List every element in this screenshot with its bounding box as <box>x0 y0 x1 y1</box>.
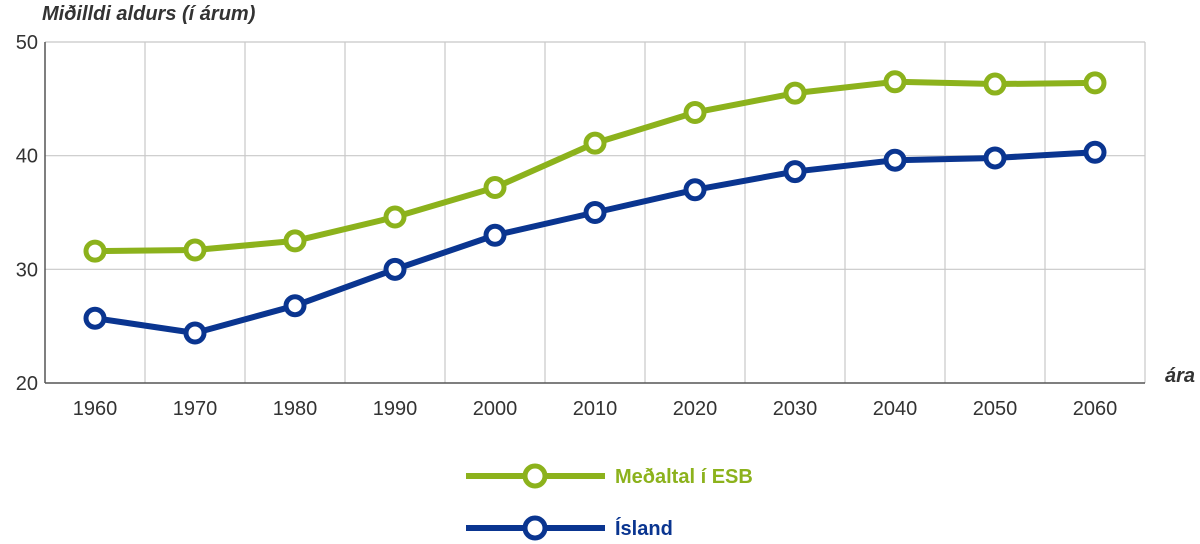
data-point <box>83 239 107 263</box>
x-tick-label: 2010 <box>573 398 618 420</box>
legend-marker <box>522 515 548 541</box>
data-point <box>883 148 907 172</box>
data-point <box>983 146 1007 170</box>
x-tick-label: 2020 <box>673 398 718 420</box>
data-point <box>1083 140 1107 164</box>
y-tick-labels: 20 30 40 50 <box>16 32 38 395</box>
x-tick-label: 2060 <box>1073 398 1118 420</box>
y-tick-label: 40 <box>16 146 38 168</box>
data-point <box>683 100 707 124</box>
legend-label: Meðaltal í ESB <box>615 466 753 488</box>
data-point <box>483 175 507 199</box>
data-point <box>383 205 407 229</box>
data-point <box>83 306 107 330</box>
x-tick-label: 2040 <box>873 398 918 420</box>
data-point <box>283 294 307 318</box>
data-point <box>883 70 907 94</box>
data-point <box>683 178 707 202</box>
x-tick-label: 1960 <box>73 398 118 420</box>
y-tick-label: 20 <box>16 373 38 395</box>
x-tick-label: 2000 <box>473 398 518 420</box>
data-point <box>783 160 807 184</box>
x-tick-label: 1990 <box>373 398 418 420</box>
x-tick-labels: 1960 1970 1980 1990 2000 2010 2020 2030 2040 2050… <box>73 398 1118 420</box>
x-tick-label: 1980 <box>273 398 318 420</box>
legend-item: Meðaltal í ESB <box>466 463 753 489</box>
y-tick-label: 50 <box>16 32 38 54</box>
legend-label: Ísland <box>615 517 673 540</box>
data-point <box>583 131 607 155</box>
data-point <box>183 321 207 345</box>
data-point <box>283 229 307 253</box>
y-axis-title: Miðilldi aldurs (í árum) <box>42 3 256 25</box>
y-tick-label: 30 <box>16 259 38 281</box>
x-axis-title: ára <box>1165 365 1195 387</box>
data-point <box>783 81 807 105</box>
data-point <box>483 223 507 247</box>
x-tick-label: 2050 <box>973 398 1018 420</box>
legend-marker <box>522 463 548 489</box>
axes <box>44 42 1145 384</box>
x-tick-label: 2030 <box>773 398 818 420</box>
grid-lines <box>45 41 1146 383</box>
x-tick-label: 1970 <box>173 398 218 420</box>
data-point <box>583 201 607 224</box>
series-iceland <box>83 140 1107 345</box>
data-point <box>1083 71 1107 95</box>
data-point <box>183 238 207 262</box>
data-point <box>983 72 1007 96</box>
legend: Meðaltal í ESB Ísland <box>466 463 753 541</box>
series-esb <box>83 70 1107 263</box>
series-layer <box>83 70 1107 345</box>
legend-item: Ísland <box>466 515 673 541</box>
data-point <box>383 257 407 281</box>
